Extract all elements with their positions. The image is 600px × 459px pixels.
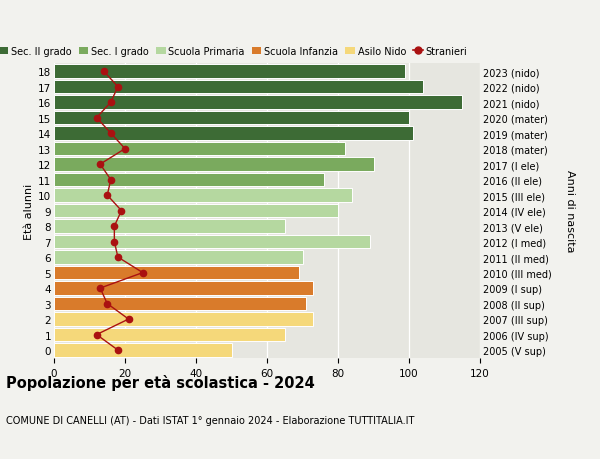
Bar bbox=[54, 81, 423, 94]
Y-axis label: Anni di nascita: Anni di nascita bbox=[565, 170, 575, 252]
Bar bbox=[54, 343, 232, 357]
Bar bbox=[54, 142, 345, 156]
Bar bbox=[54, 96, 462, 110]
Bar bbox=[54, 313, 313, 326]
Y-axis label: Età alunni: Età alunni bbox=[24, 183, 34, 239]
Bar bbox=[54, 251, 302, 264]
Bar bbox=[54, 158, 373, 172]
Text: Popolazione per età scolastica - 2024: Popolazione per età scolastica - 2024 bbox=[6, 374, 315, 390]
Bar bbox=[54, 266, 299, 280]
Bar bbox=[54, 282, 313, 295]
Bar bbox=[54, 112, 409, 125]
Bar bbox=[54, 220, 285, 234]
Bar bbox=[54, 235, 370, 249]
Bar bbox=[54, 65, 406, 79]
Bar bbox=[54, 328, 285, 341]
Bar bbox=[54, 127, 413, 140]
Bar bbox=[54, 297, 306, 311]
Legend: Sec. II grado, Sec. I grado, Scuola Primaria, Scuola Infanzia, Asilo Nido, Stran: Sec. II grado, Sec. I grado, Scuola Prim… bbox=[0, 46, 467, 56]
Bar bbox=[54, 174, 324, 187]
Bar bbox=[54, 204, 338, 218]
Bar bbox=[54, 189, 352, 202]
Text: COMUNE DI CANELLI (AT) - Dati ISTAT 1° gennaio 2024 - Elaborazione TUTTITALIA.IT: COMUNE DI CANELLI (AT) - Dati ISTAT 1° g… bbox=[6, 415, 415, 425]
